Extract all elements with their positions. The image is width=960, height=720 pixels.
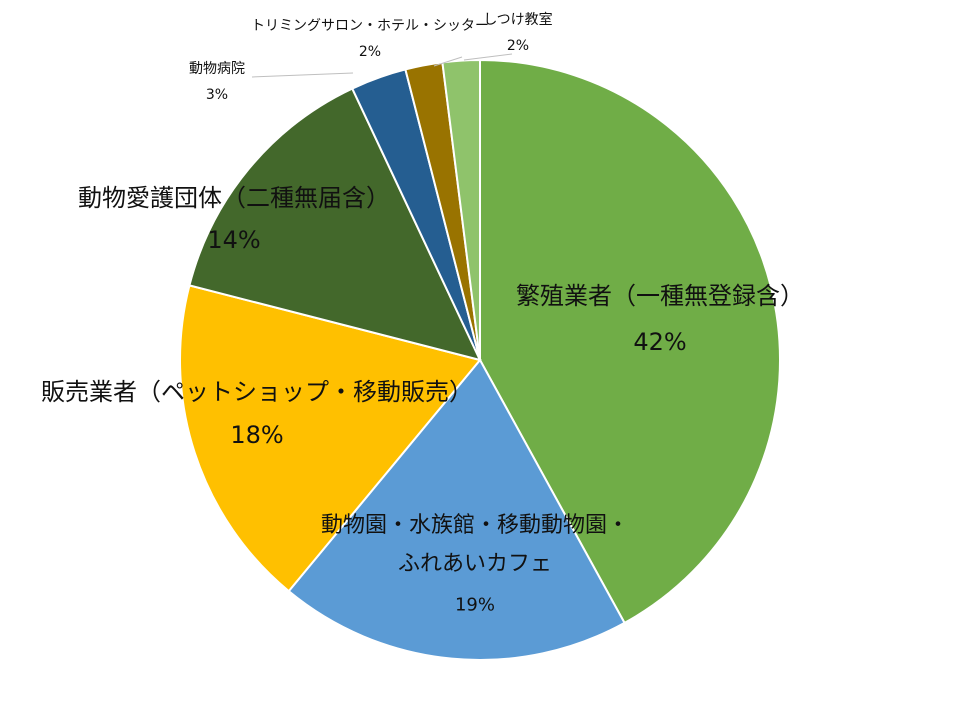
leader-line: [463, 53, 513, 61]
leader-lines: [251, 53, 513, 78]
pie-slice: [441, 58, 481, 361]
slice-label: トリミングサロン・ホテル・シッター: [251, 18, 489, 34]
pie-slice: [179, 284, 482, 593]
pie-slice: [287, 358, 626, 661]
slice-label: 動物園・水族館・移動動物園・: [321, 513, 629, 538]
slice-percent-label: 42%: [633, 328, 686, 356]
slice-label: 繁殖業者（一種無登録含）: [516, 282, 804, 310]
slice-percent-label: 2%: [507, 38, 529, 54]
slice-label: しつけ教室: [483, 11, 552, 28]
slice-percent-label: 19%: [455, 595, 495, 616]
slice-label: 動物病院: [189, 61, 245, 77]
leader-line: [433, 56, 463, 67]
slice-percent-label: 14%: [207, 226, 260, 254]
slice-labels: 繁殖業者（一種無登録含） 42% 動物園・水族館・移動動物園・ふれあいカフェ 19% 販…: [41, 11, 804, 616]
slice-percent-label: 2%: [359, 44, 381, 60]
slice-percent-label: 3%: [206, 87, 228, 103]
pie-slices: [179, 58, 781, 661]
slice-label: 販売業者（ペットショップ・移動販売）: [41, 378, 473, 406]
leader-line: [251, 72, 354, 78]
slice-percent-label: 18%: [230, 421, 283, 449]
pie-slice: [188, 87, 482, 362]
pie-slice: [479, 58, 781, 625]
slice-label: 動物愛護団体（二種無届含）: [78, 184, 390, 212]
slice-label: ふれあいカフェ: [398, 552, 552, 577]
